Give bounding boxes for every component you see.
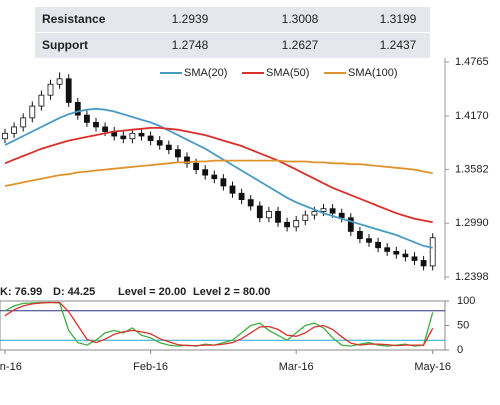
candle-body [411, 256, 418, 261]
y-tick-label: 1.2990 [455, 217, 489, 229]
legend-label: SMA(50) [266, 67, 309, 79]
table-row-bg [35, 33, 430, 58]
y-tick-label: 100 [457, 295, 475, 307]
x-tick-label: Feb-16 [133, 361, 168, 373]
candle-body [265, 211, 272, 219]
candle-body [84, 114, 90, 123]
table-cell: 1.2627 [282, 38, 319, 52]
candle-body [56, 78, 63, 85]
table-cell: Resistance [42, 12, 106, 26]
table-cell: 1.2437 [380, 38, 417, 52]
candle-body [120, 135, 127, 140]
candle-body [174, 149, 181, 158]
candle-body [138, 132, 145, 137]
candle-body [338, 212, 345, 219]
sma-line [4, 159, 433, 187]
candle-body [429, 237, 436, 267]
candle-body [147, 135, 154, 141]
y-tick-label: 1.3582 [455, 163, 489, 175]
candle-body [420, 260, 427, 267]
candle-body [65, 78, 72, 103]
candle-body [20, 117, 27, 128]
candle-body [347, 217, 354, 232]
candle-body [156, 140, 163, 146]
table-cell: 1.2748 [172, 38, 209, 52]
candle-body [47, 83, 54, 96]
candle-body [329, 208, 336, 214]
legend-label: Level = 20.00 [118, 286, 186, 298]
table-cell: 1.3008 [282, 12, 319, 26]
legend-label: SMA(100) [348, 67, 398, 79]
sma-line [4, 127, 433, 224]
candle-body [211, 174, 218, 180]
table-cell: 1.2939 [172, 12, 209, 26]
candle-body [2, 132, 8, 140]
legend-label: D: 44.25 [53, 286, 95, 298]
candle-body [129, 132, 136, 140]
candle-body [275, 211, 281, 223]
table-cell: Support [42, 38, 88, 52]
candle-body [375, 241, 382, 249]
stoch-line [4, 301, 434, 347]
candle-body [384, 247, 391, 252]
candle-body [202, 169, 209, 176]
x-tick-label: May-16 [414, 361, 451, 373]
candle-body [320, 208, 327, 212]
candle-body [38, 94, 45, 107]
y-tick-label: 1.4765 [455, 56, 489, 68]
y-tick-label: 1.2398 [455, 271, 489, 283]
candle-body [393, 250, 400, 255]
y-tick-label: 50 [457, 319, 469, 331]
candle-body [402, 253, 409, 258]
candle-body [220, 178, 227, 187]
y-tick-label: 1.4170 [455, 110, 489, 122]
candle-body [256, 205, 263, 219]
legend-label: Level 2 = 80.00 [193, 286, 270, 298]
candle-body [165, 144, 172, 151]
candle-body [293, 220, 300, 228]
candle-body [229, 185, 236, 194]
x-tick-label: Mar-16 [279, 361, 314, 373]
candle-body [11, 126, 18, 134]
candle-body [29, 105, 36, 119]
candle-body [102, 126, 108, 132]
legend-label: SMA(20) [184, 67, 227, 79]
y-tick-label: 0 [457, 344, 463, 356]
candle-body [247, 199, 254, 207]
sma-line [4, 107, 433, 249]
candle-body [238, 192, 245, 201]
candle-body [366, 238, 372, 243]
candle-body [93, 122, 99, 128]
legend-label: K: 76.99 [0, 286, 42, 298]
candle-body [302, 214, 309, 221]
candle-body [311, 211, 318, 216]
candle-body [193, 162, 200, 171]
table-cell: 1.3199 [380, 12, 417, 26]
table-row-bg [35, 7, 430, 32]
candle-body [284, 221, 291, 228]
candle-body [74, 102, 81, 116]
candle-body [356, 231, 363, 240]
x-tick-label: Jan-16 [0, 361, 22, 373]
stoch-line [4, 301, 434, 347]
